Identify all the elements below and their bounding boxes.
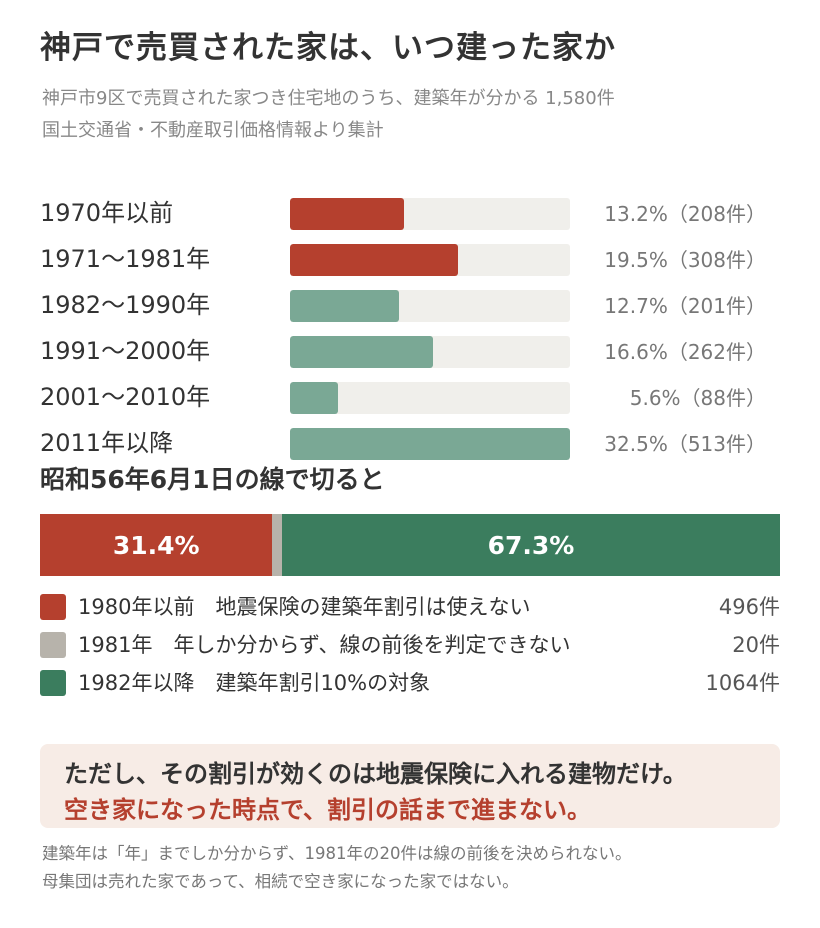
bar-value-label: 12.7%（201件）	[604, 294, 766, 318]
bar	[290, 336, 433, 368]
footnote-1: 建築年は「年」までしか分からず、1981年の20件は線の前後を決められない。	[42, 844, 632, 863]
legend-count: 496件	[718, 595, 780, 619]
legend-count: 20件	[732, 633, 780, 657]
bar-category-label: 1970年以前	[40, 199, 174, 227]
bar-row: 1991〜2000年 16.6%（262件）	[0, 334, 820, 368]
subtitle-line-1: 神戸市9区で売買された家つき住宅地のうち、建築年が分かる 1,580件	[42, 88, 615, 109]
legend-item: 1982年以降 建築年割引10%の対象 1064件	[40, 668, 780, 698]
bar	[290, 198, 404, 230]
bar-track	[290, 382, 570, 414]
bar-value-label: 5.6%（88件）	[629, 386, 766, 410]
bar-category-label: 2011年以降	[40, 429, 174, 457]
legend-swatch	[40, 632, 66, 658]
stacked-segment: 31.4%	[40, 514, 273, 576]
bar-row: 2011年以降 32.5%（513件）	[0, 426, 820, 460]
bar-category-label: 2001〜2010年	[40, 383, 211, 411]
callout-box: ただし、その割引が効くのは地震保険に入れる建物だけ。 空き家になった時点で、割引…	[40, 744, 780, 828]
bar-category-label: 1982〜1990年	[40, 291, 211, 319]
construction-year-bar-chart: 1970年以前 13.2%（208件） 1971〜1981年 19.5%（308件） 1…	[0, 196, 820, 466]
bar-row: 2001〜2010年 5.6%（88件）	[0, 380, 820, 414]
stacked-segment-label: 31.4%	[112, 530, 200, 560]
legend-label: 1980年以前 地震保険の建築年割引は使えない	[78, 595, 531, 619]
legend-swatch	[40, 670, 66, 696]
legend-swatch	[40, 594, 66, 620]
stacked-segment	[272, 514, 282, 576]
callout-line-2: 空き家になった時点で、割引の話まで進まない。	[64, 796, 592, 824]
footnote-2: 母集団は売れた家であって、相続で空き家になった家ではない。	[42, 872, 519, 891]
legend-count: 1064件	[705, 671, 780, 695]
bar-value-label: 32.5%（513件）	[604, 432, 766, 456]
bar-value-label: 13.2%（208件）	[604, 202, 766, 226]
stacked-chart-title: 昭和56年6月1日の線で切ると	[40, 465, 385, 494]
bar	[290, 290, 400, 322]
bar-track	[290, 428, 570, 460]
bar-row: 1971〜1981年 19.5%（308件）	[0, 242, 820, 276]
legend-label: 1982年以降 建築年割引10%の対象	[78, 671, 431, 695]
bar-category-label: 1991〜2000年	[40, 337, 211, 365]
callout-line-1: ただし、その割引が効くのは地震保険に入れる建物だけ。	[64, 760, 687, 788]
bar-track	[290, 198, 570, 230]
page-title: 神戸で売買された家は、いつ建った家か	[40, 30, 616, 66]
legend-label: 1981年 年しか分からず、線の前後を判定できない	[78, 633, 571, 657]
bar-row: 1970年以前 13.2%（208件）	[0, 196, 820, 230]
bar	[290, 382, 339, 414]
bar-value-label: 19.5%（308件）	[604, 248, 766, 272]
bar-track	[290, 244, 570, 276]
stacked-segment-label: 67.3%	[487, 530, 575, 560]
bar-row: 1982〜1990年 12.7%（201件）	[0, 288, 820, 322]
bar	[290, 244, 458, 276]
stacked-segment: 67.3%	[281, 514, 780, 576]
bar-track	[290, 336, 570, 368]
bar-track	[290, 290, 570, 322]
bar	[290, 428, 570, 460]
stacked-bar: 31.4% 67.3%	[40, 514, 780, 576]
bar-category-label: 1971〜1981年	[40, 245, 211, 273]
legend-item: 1981年 年しか分からず、線の前後を判定できない 20件	[40, 630, 780, 660]
legend-item: 1980年以前 地震保険の建築年割引は使えない 496件	[40, 592, 780, 622]
bar-value-label: 16.6%（262件）	[604, 340, 766, 364]
subtitle-line-2: 国土交通省・不動産取引価格情報より集計	[42, 120, 384, 141]
